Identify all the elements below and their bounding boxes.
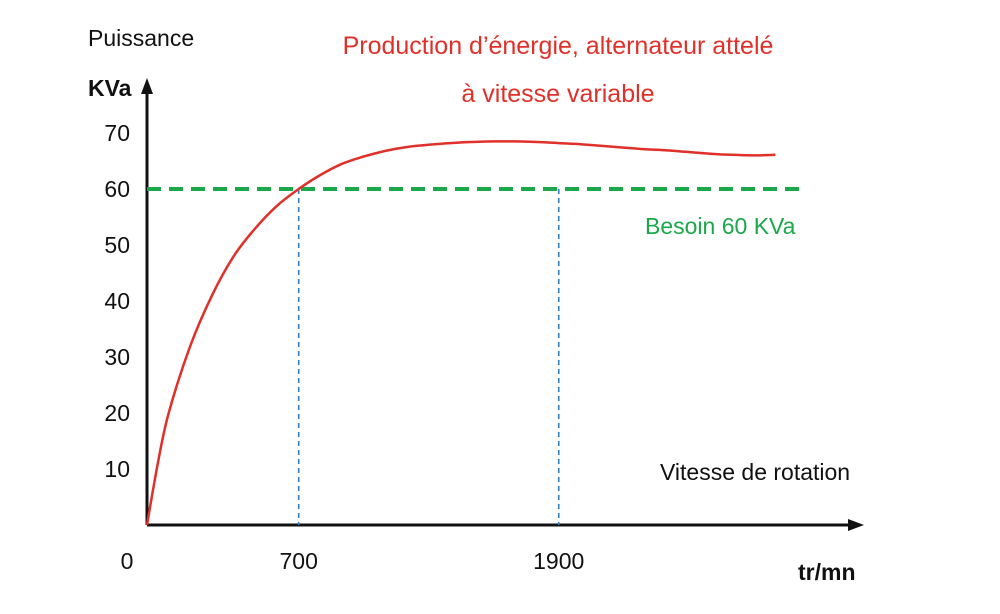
y-tick-label: 40	[104, 288, 130, 314]
y-tick-label: 60	[104, 176, 130, 202]
origin-label: 0	[121, 548, 134, 574]
y-ticks: 70 60 50 40 30 20 10	[104, 120, 130, 482]
y-tick-label: 70	[104, 120, 130, 146]
reference-lines	[297, 189, 560, 525]
chart-subtitle: à vitesse variable	[461, 80, 654, 108]
y-tick-label: 30	[104, 344, 130, 370]
y-axis-label: Puissance	[88, 25, 194, 51]
chart-title: Production d’énergie, alternateur attelé	[343, 32, 774, 60]
y-axis-arrow	[141, 78, 153, 94]
x-ticks: 700 1900	[280, 548, 585, 574]
y-tick-label: 10	[104, 456, 130, 482]
y-tick-label: 20	[104, 400, 130, 426]
need-label: Besoin 60 KVa	[645, 213, 796, 239]
x-axis-arrow	[848, 519, 864, 531]
x-tick-label: 1900	[533, 548, 584, 574]
x-tick-label: 700	[280, 548, 318, 574]
y-tick-label: 50	[104, 232, 130, 258]
y-axis-unit: KVa	[88, 75, 132, 101]
x-axis-label: Vitesse de rotation	[660, 459, 850, 485]
power-curve	[145, 140, 776, 526]
x-axis-unit: tr/mn	[798, 559, 856, 585]
